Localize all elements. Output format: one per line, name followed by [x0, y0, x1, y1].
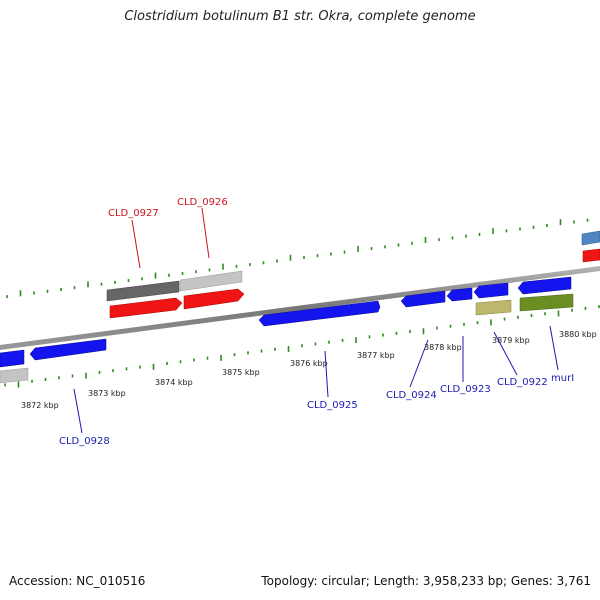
tick-label-3880: 3880 kbp	[559, 330, 597, 339]
tick-label-3879: 3879 kbp	[492, 336, 530, 345]
genome-summary-text: Topology: circular; Length: 3,958,233 bp…	[261, 574, 591, 588]
gene-cld0926-feature[interactable]	[179, 270, 243, 292]
tick-label-group: 3872 kbp 3873 kbp 3874 kbp 3875 kbp 3876…	[21, 330, 597, 410]
leader-lines	[73, 207, 559, 434]
gene-cld0922-feature[interactable]	[475, 299, 512, 316]
gene-edge-feature[interactable]	[581, 230, 600, 246]
gene-cld0924-cds[interactable]	[400, 290, 446, 308]
forward-strand-genes	[106, 230, 600, 319]
leader-cld0927	[131, 219, 141, 269]
leader-cld0924	[409, 339, 429, 388]
tick-label-3877: 3877 kbp	[357, 351, 395, 360]
leader-cld0925	[324, 350, 329, 398]
leader-cld0928	[73, 388, 83, 434]
gene-cld0925-cds[interactable]	[258, 300, 381, 327]
gene-label-cld0922: CLD_0922	[497, 377, 548, 388]
gene-edge-left-feature[interactable]	[0, 367, 29, 384]
leader-muri	[549, 325, 559, 371]
gene-label-cld0928: CLD_0928	[59, 436, 110, 447]
gene-label-muri: murI	[551, 373, 574, 384]
gene-edge-left-cds[interactable]	[0, 349, 25, 368]
accession-text: Accession: NC_010516	[9, 574, 146, 588]
map-title: Clostridium botulinum B1 str. Okra, comp…	[124, 9, 476, 24]
gene-label-cld0924: CLD_0924	[386, 390, 437, 401]
gene-edge-cds[interactable]	[582, 248, 600, 263]
leader-cld0926	[201, 207, 210, 259]
gene-label-cld0927: CLD_0927	[108, 208, 159, 219]
gene-cld0926-cds[interactable]	[183, 288, 245, 310]
inner-tick-row	[4, 305, 600, 388]
gene-muri-feature[interactable]	[519, 293, 574, 312]
tick-label-3872: 3872 kbp	[21, 401, 59, 410]
tick-label-3875: 3875 kbp	[222, 368, 260, 377]
gene-label-cld0926: CLD_0926	[177, 197, 228, 208]
tick-label-3876: 3876 kbp	[290, 359, 328, 368]
gene-cld0923-cds[interactable]	[446, 287, 473, 302]
outer-tick-row	[6, 218, 589, 299]
reverse-strand-genes	[0, 276, 574, 384]
gene-label-cld0925: CLD_0925	[307, 400, 358, 411]
tick-label-3878: 3878 kbp	[424, 343, 462, 352]
genome-backbone	[0, 266, 600, 350]
gene-label-cld0923: CLD_0923	[440, 384, 491, 395]
gene-cld0922-cds[interactable]	[473, 282, 509, 299]
gene-cld0927-feature[interactable]	[106, 280, 180, 302]
gene-muri-cds[interactable]	[517, 276, 572, 295]
gene-cld0927-cds[interactable]	[109, 297, 183, 319]
tick-label-3873: 3873 kbp	[88, 389, 126, 398]
leader-cld0922	[493, 331, 518, 376]
gene-label-group: CLD_0927 CLD_0926 CLD_0925 CLD_0928 CLD_…	[59, 197, 574, 447]
tick-label-3874: 3874 kbp	[155, 378, 193, 387]
gene-cld0928-cds[interactable]	[29, 338, 107, 361]
